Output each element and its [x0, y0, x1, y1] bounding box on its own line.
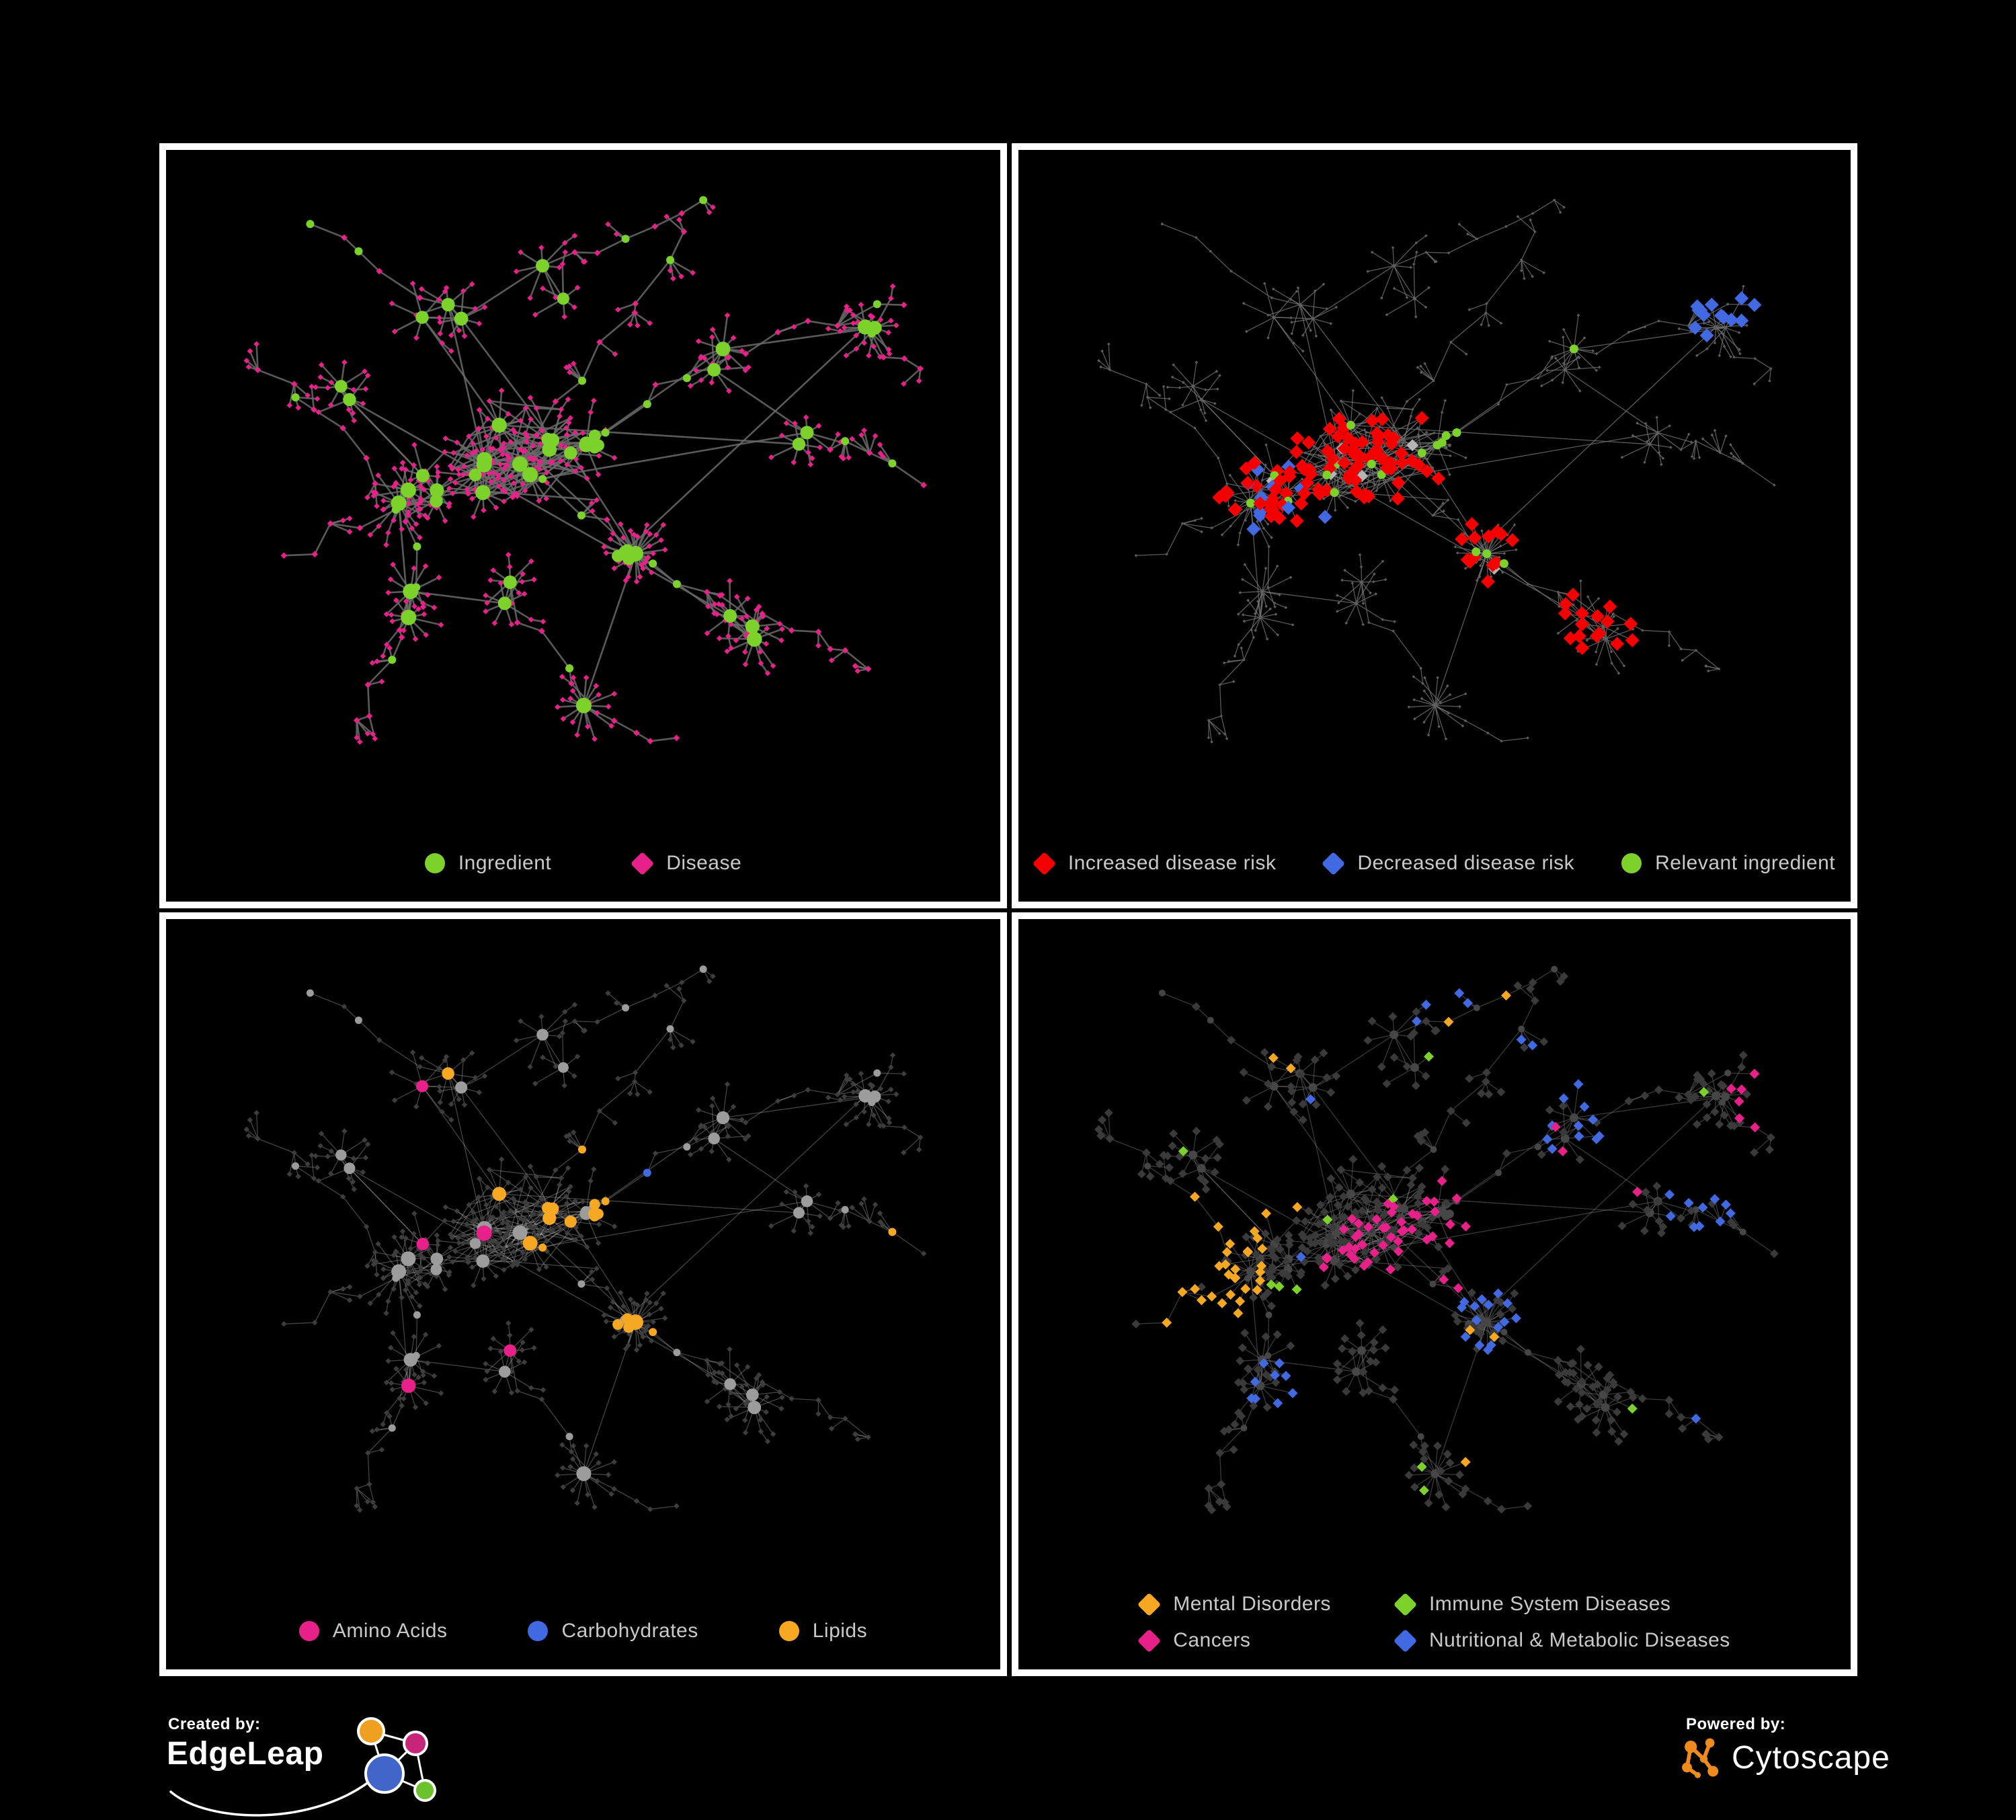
lipids-label: Lipids	[812, 1620, 868, 1642]
legend-ingredient-disease: Ingredient Disease	[166, 851, 1000, 875]
legend-item-cancers: Cancers	[1137, 1628, 1251, 1653]
decreased-risk-label: Decreased disease risk	[1357, 852, 1575, 874]
increased-risk-swatch-icon	[1032, 851, 1057, 875]
panel-ingredient-disease: Ingredient Disease	[159, 143, 1007, 908]
legend-item-carbohydrates: Carbohydrates	[528, 1620, 698, 1643]
edgeleap-logo-icon	[169, 1717, 436, 1817]
ingredient-disease-network-graph	[243, 196, 927, 745]
edgeleap-logo-text: EdgeLeap	[167, 1736, 324, 1772]
edgeleap-branding: Created by: EdgeLeap	[161, 1711, 450, 1820]
relevant-ingredient-swatch-icon	[1621, 853, 1642, 873]
relevant-ingredient-label: Relevant ingredient	[1655, 852, 1836, 874]
nutritional-metabolic-swatch-icon	[1393, 1628, 1418, 1653]
decreased-risk-swatch-icon	[1322, 851, 1346, 875]
powered-by-label: Powered by:	[1686, 1715, 1786, 1733]
panel-disease-risk: Increased disease risk Decreased disease…	[1012, 143, 1857, 908]
panel-disease-classes: Mental Disorders Immune System Diseases …	[1012, 912, 1857, 1676]
amino-acids-label: Amino Acids	[332, 1620, 448, 1642]
legend-item-lipids: Lipids	[778, 1620, 868, 1643]
panel-nutrient-classes: Amino Acids Carbohydrates Lipids	[159, 912, 1007, 1676]
legend-item-increased-risk: Increased disease risk	[1032, 851, 1277, 875]
legend-item-disease: Disease	[631, 851, 742, 875]
legend-item-decreased-risk: Decreased disease risk	[1322, 851, 1575, 875]
legend-item-amino-acids: Amino Acids	[298, 1620, 448, 1643]
legend-item-immune-diseases: Immune System Diseases	[1393, 1592, 1671, 1616]
disease-label: Disease	[666, 852, 742, 874]
cancers-label: Cancers	[1173, 1629, 1251, 1651]
disease-class-network-graph	[1094, 965, 1779, 1515]
carbohydrates-swatch-icon	[528, 1621, 549, 1641]
nutrient-class-network-graph	[243, 965, 927, 1513]
legend-item-ingredient: Ingredient	[424, 852, 552, 875]
ingredient-label: Ingredient	[458, 852, 552, 874]
mental-disorders-swatch-icon	[1137, 1592, 1162, 1616]
cytoscape-branding: Powered by: Cytoscape	[1679, 1711, 1975, 1812]
cytoscape-logo-text: Cytoscape	[1732, 1739, 1890, 1776]
legend-nutrient-classes: Amino Acids Carbohydrates Lipids	[166, 1620, 1000, 1643]
immune-diseases-label: Immune System Diseases	[1428, 1593, 1671, 1615]
cytoscape-logo-icon	[1682, 1738, 1719, 1778]
mental-disorders-label: Mental Disorders	[1173, 1593, 1331, 1615]
carbohydrates-label: Carbohydrates	[561, 1620, 698, 1642]
immune-diseases-swatch-icon	[1393, 1592, 1418, 1616]
increased-risk-label: Increased disease risk	[1067, 852, 1277, 874]
legend-item-relevant-ingredient: Relevant ingredient	[1621, 852, 1835, 875]
nutritional-metabolic-label: Nutritional & Metabolic Diseases	[1428, 1629, 1730, 1651]
created-by-label: Created by:	[168, 1715, 261, 1733]
legend-disease-classes: Mental Disorders Immune System Diseases …	[1018, 1592, 1851, 1653]
lipids-swatch-icon	[778, 1621, 799, 1641]
disease-swatch-icon	[631, 851, 655, 875]
disease-risk-network-graph	[1097, 198, 1776, 744]
cancers-swatch-icon	[1137, 1628, 1162, 1653]
legend-disease-risk: Increased disease risk Decreased disease…	[1018, 851, 1851, 875]
legend-item-nutritional-metabolic: Nutritional & Metabolic Diseases	[1393, 1628, 1730, 1653]
ingredient-swatch-icon	[424, 853, 445, 873]
legend-item-mental-disorders: Mental Disorders	[1137, 1592, 1331, 1616]
amino-acids-swatch-icon	[298, 1621, 319, 1641]
